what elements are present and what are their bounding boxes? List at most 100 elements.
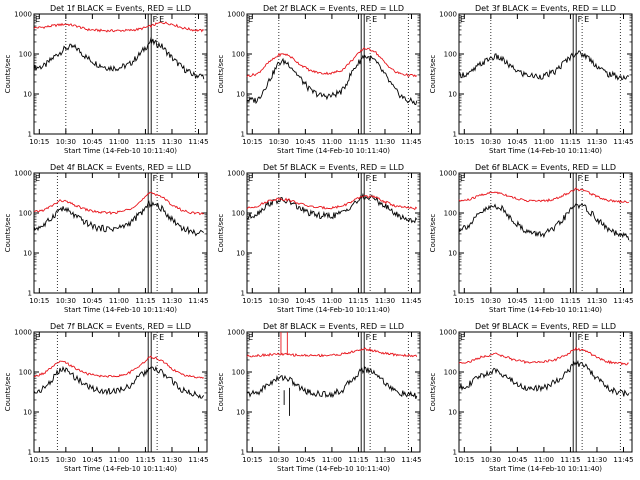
y-tick-label: 1 (241, 290, 245, 298)
x-tick-label: 11:45 (401, 297, 421, 305)
y-tick-label: 10 (448, 250, 457, 258)
x-tick-label: 11:30 (587, 138, 607, 146)
x-tick-label: 11:30 (587, 297, 607, 305)
chart-title: Det 9f BLACK = Events, RED = LLD (475, 322, 616, 331)
marker-label-f: F (578, 174, 583, 183)
plot-frame (33, 331, 208, 453)
x-tick-label: 10:30 (481, 138, 501, 146)
marker-label-e: E (159, 333, 164, 342)
marker-label-e: E (372, 174, 377, 183)
x-tick-label: 10:15 (242, 456, 262, 464)
y-tick-label: 100 (444, 369, 457, 377)
marker-label-f: F (153, 174, 158, 183)
x-tick-label: 11:45 (188, 138, 208, 146)
series-line (458, 359, 630, 397)
x-tick-label: 10:45 (507, 138, 527, 146)
x-tick-label: 11:30 (375, 297, 395, 305)
x-tick-label: 10:15 (454, 138, 474, 146)
y-tick-label: 1 (28, 449, 32, 457)
marker-label-e-start: E (460, 333, 465, 342)
y-axis-label: Counts/sec (217, 214, 225, 253)
marker-label-e-start: E (460, 174, 465, 183)
x-tick-label: 10:30 (269, 138, 289, 146)
x-tick-label: 10:45 (295, 138, 315, 146)
marker-label-f: F (578, 333, 583, 342)
marker-label-e: E (584, 333, 589, 342)
x-tick-label: 10:15 (454, 297, 474, 305)
y-tick-label: 1 (28, 290, 32, 298)
y-tick-label: 1 (453, 449, 457, 457)
x-tick-label: 11:30 (162, 138, 182, 146)
x-tick-label: 11:00 (534, 138, 554, 146)
x-tick-label: 11:30 (162, 297, 182, 305)
x-tick-label: 10:45 (507, 456, 527, 464)
y-tick-label: 1000 (14, 329, 32, 337)
y-tick-label: 100 (19, 369, 32, 377)
marker-label-e: E (372, 15, 377, 24)
y-tick-label: 1000 (439, 170, 457, 178)
plot-frame (458, 172, 633, 294)
x-tick-label: 11:15 (348, 456, 368, 464)
y-tick-label: 1 (241, 449, 245, 457)
marker-label-e-start: E (35, 15, 40, 24)
x-tick-label: 10:45 (82, 297, 102, 305)
x-tick-label: 10:45 (82, 456, 102, 464)
x-tick-label: 11:15 (560, 138, 580, 146)
chart-panel: Det 6f BLACK = Events, RED = LLD 1 10 100 10… (429, 163, 634, 314)
chart-title: Det 2f BLACK = Events, RED = LLD (263, 4, 404, 13)
x-tick-label: 11:00 (322, 138, 342, 146)
series-line (246, 366, 418, 399)
series-line (458, 346, 629, 366)
plot-frame (33, 13, 208, 135)
series-line (33, 191, 205, 216)
series-line (458, 50, 630, 81)
series-line (33, 21, 205, 33)
chart-title: Det 3f BLACK = Events, RED = LLD (475, 4, 616, 13)
marker-label-e-start: E (248, 333, 253, 342)
series-line (458, 187, 630, 204)
marker-label-e: E (584, 15, 589, 24)
series-line (246, 195, 418, 211)
plot-frame (246, 172, 421, 294)
chart-panel: Det 3f BLACK = Events, RED = LLD 1 10 100 10… (429, 4, 634, 155)
x-tick-label: 11:00 (534, 297, 554, 305)
x-tick-label: 11:30 (587, 456, 607, 464)
x-tick-label: 11:15 (135, 297, 155, 305)
y-tick-label: 10 (236, 250, 245, 258)
y-tick-label: 100 (19, 210, 32, 218)
y-tick-label: 100 (232, 369, 245, 377)
x-tick-label: 10:15 (29, 456, 49, 464)
x-tick-label: 10:30 (269, 297, 289, 305)
y-axis-label: Counts/sec (429, 55, 437, 94)
x-tick-label: 11:15 (560, 456, 580, 464)
x-tick-label: 10:30 (269, 456, 289, 464)
marker-label-e-start: E (460, 15, 465, 24)
marker-label-f: F (578, 15, 583, 24)
marker-label-e-start: E (248, 15, 253, 24)
y-axis-label: Counts/sec (4, 214, 12, 253)
y-axis-label: Counts/sec (217, 55, 225, 94)
x-tick-label: 11:00 (322, 297, 342, 305)
x-axis-label: Start Time (14-Feb-10 10:11:40) (277, 147, 390, 155)
y-tick-label: 100 (19, 51, 32, 59)
marker-label-e: E (159, 174, 164, 183)
marker-label-e-start: E (248, 174, 253, 183)
marker-label-e: E (159, 15, 164, 24)
y-tick-label: 1000 (227, 329, 245, 337)
y-tick-label: 1000 (14, 170, 32, 178)
x-tick-label: 11:45 (613, 456, 633, 464)
y-tick-label: 1000 (439, 11, 457, 19)
y-axis-label: Counts/sec (217, 373, 225, 412)
x-tick-label: 10:45 (295, 456, 315, 464)
x-axis-label: Start Time (14-Feb-10 10:11:40) (489, 147, 602, 155)
plot-frame (458, 13, 633, 135)
y-tick-label: 1000 (227, 170, 245, 178)
x-tick-label: 11:00 (534, 456, 554, 464)
x-tick-label: 10:30 (56, 138, 76, 146)
marker-label-e: E (584, 174, 589, 183)
chart-panel: Det 1f BLACK = Events, RED = LLD 1 10 100 10… (4, 4, 209, 155)
chart-panel: Det 8f BLACK = Events, RED = LLD 1 10 100 10… (217, 322, 422, 473)
series-line (33, 355, 205, 379)
y-tick-label: 1 (453, 290, 457, 298)
